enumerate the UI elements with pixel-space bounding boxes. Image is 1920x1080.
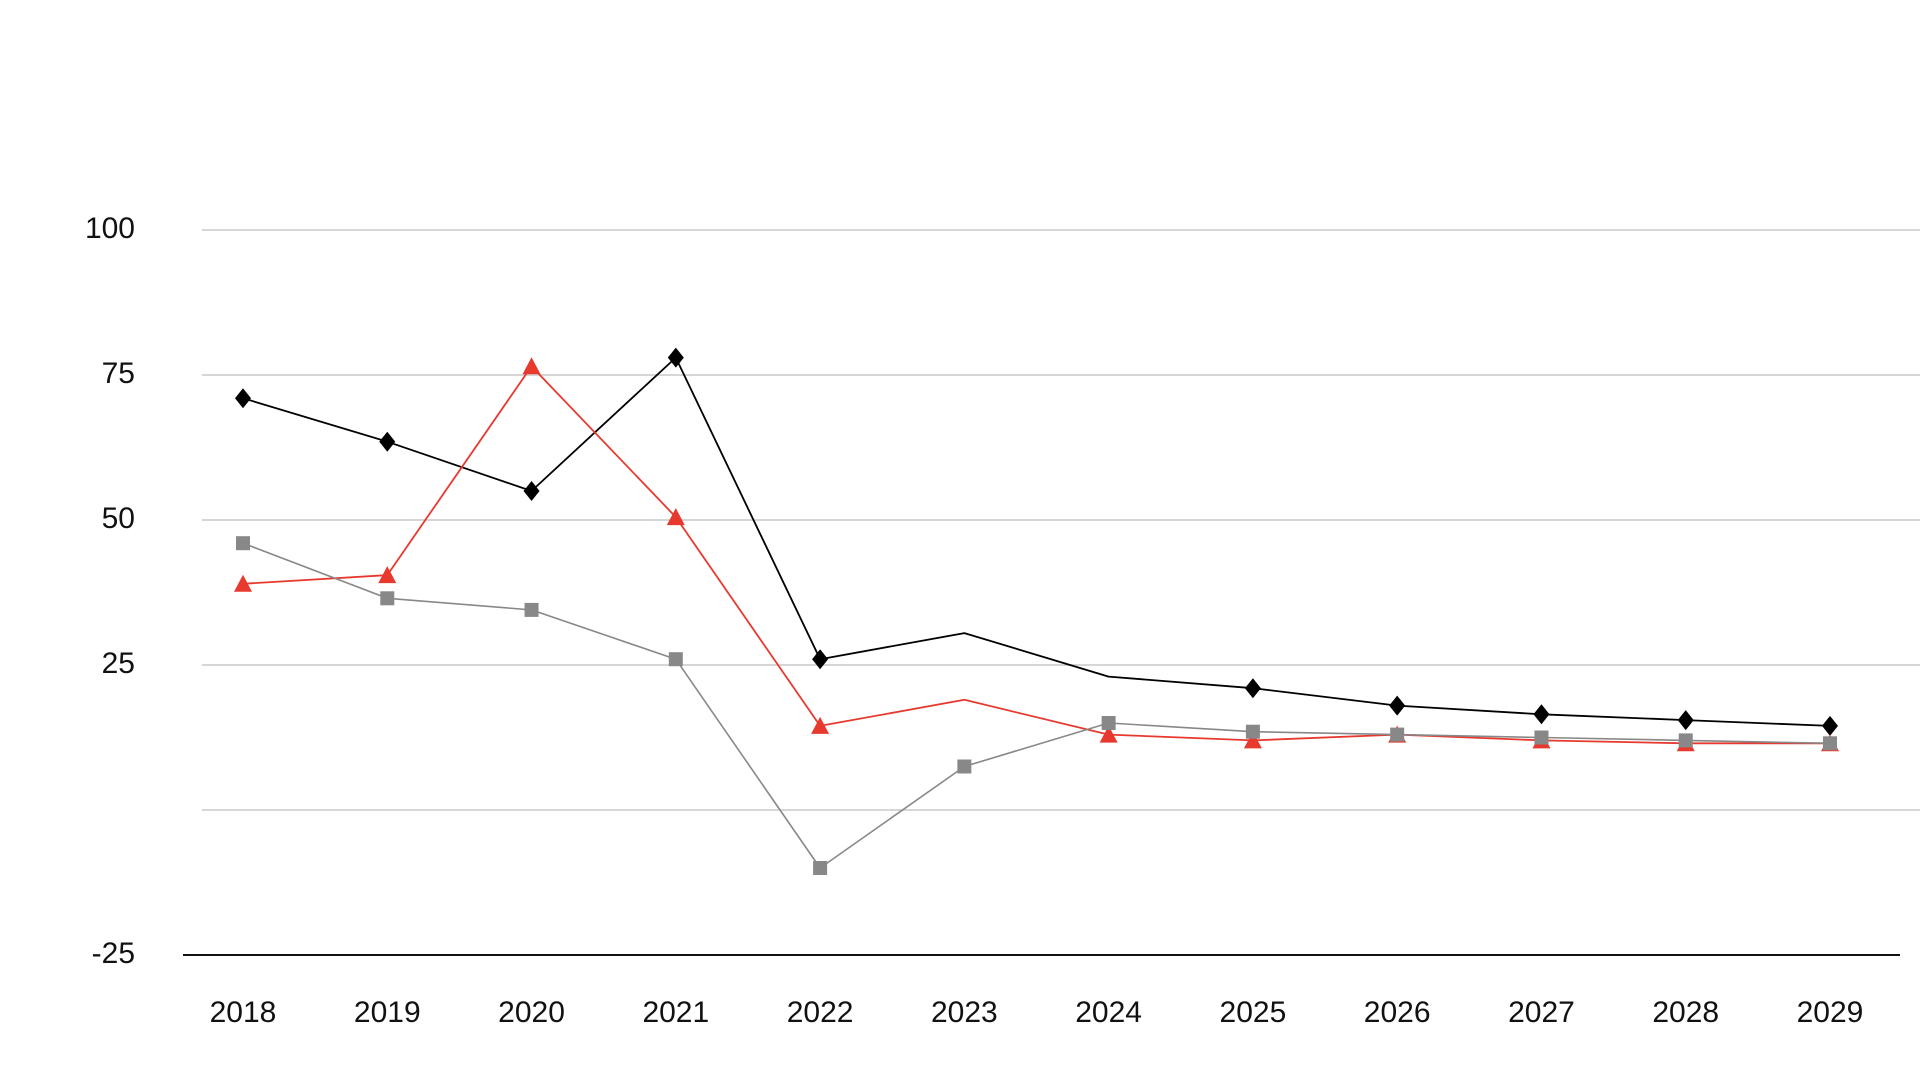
- series-line: [242, 542, 1831, 869]
- data-point-diamond: [379, 431, 396, 452]
- data-point-square: [1823, 736, 1837, 751]
- x-tick-label: 2026: [1364, 996, 1431, 1029]
- data-point-square: [1101, 716, 1116, 730]
- data-point-square: [236, 536, 250, 551]
- data-point-diamond: [1533, 704, 1550, 725]
- y-tick-label: 50: [102, 502, 135, 535]
- gridlines: [183, 229, 1920, 956]
- x-tick-label: 2022: [787, 996, 854, 1029]
- x-tick-label: 2025: [1220, 996, 1287, 1029]
- x-tick-label: 2028: [1652, 996, 1719, 1029]
- series-line: [242, 356, 1831, 727]
- data-point-triangle: [522, 357, 541, 375]
- series-line: [242, 365, 1830, 745]
- data-point-diamond: [812, 649, 829, 670]
- y-tick-label: 100: [85, 212, 135, 245]
- x-tick-label: 2027: [1508, 996, 1575, 1029]
- data-point-square: [813, 861, 828, 875]
- series-group: [234, 347, 1839, 875]
- y-tick-label: 25: [102, 647, 135, 680]
- x-tick-label: 2029: [1797, 996, 1864, 1029]
- data-point-square: [1390, 727, 1405, 742]
- data-point-square: [668, 652, 683, 667]
- x-axis-ticks: 2018 2019 2020 2021 2022 2023 2024 2025 …: [210, 996, 1864, 1029]
- y-tick-label: -25: [92, 937, 135, 970]
- x-tick-label: 2023: [931, 996, 998, 1029]
- data-point-diamond: [523, 481, 540, 501]
- data-point-triangle: [666, 508, 685, 526]
- data-point-square: [524, 602, 539, 617]
- y-tick-label: 75: [102, 357, 135, 390]
- x-tick-label: 2021: [642, 996, 709, 1029]
- series-red: [234, 357, 1839, 752]
- data-point-square: [957, 759, 972, 774]
- data-point-diamond: [1389, 695, 1406, 716]
- series-black: [235, 347, 1838, 736]
- data-point-diamond: [235, 388, 251, 409]
- data-point-diamond: [1677, 710, 1694, 731]
- data-point-triangle: [811, 716, 830, 734]
- data-point-square: [1245, 724, 1260, 739]
- x-tick-label: 2019: [354, 996, 421, 1029]
- data-point-diamond: [667, 347, 684, 368]
- data-point-triangle: [1243, 731, 1262, 749]
- y-axis-ticks: 100 75 50 25 -25: [85, 212, 135, 970]
- data-point-square: [1678, 733, 1693, 748]
- x-tick-label: 2020: [498, 996, 565, 1029]
- data-point-diamond: [1822, 715, 1838, 736]
- data-point-square: [1534, 730, 1549, 745]
- data-point-triangle: [378, 566, 397, 584]
- series-gray: [236, 536, 1837, 875]
- data-point-square: [380, 591, 395, 606]
- x-tick-label: 2024: [1075, 996, 1142, 1029]
- data-point-diamond: [1244, 678, 1261, 699]
- data-point-triangle: [234, 574, 252, 592]
- x-tick-label: 2018: [210, 996, 277, 1029]
- data-point-triangle: [1099, 725, 1118, 743]
